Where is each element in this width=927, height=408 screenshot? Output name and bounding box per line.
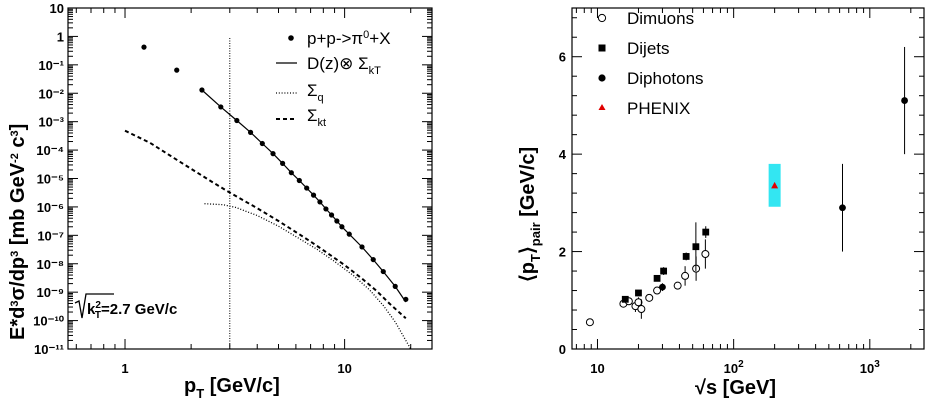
legend-label-sigma-kt: Σkt [307, 106, 326, 129]
dijet-data-point [621, 295, 629, 303]
left-y-tick-label: 10 [50, 1, 64, 16]
pion-data-point [218, 104, 224, 110]
legend-label-phenix: PHENIX [627, 99, 690, 118]
pion-data-point [339, 224, 345, 230]
legend-marker-pion [288, 35, 294, 41]
pion-data-point [392, 283, 398, 289]
dimuon-data-point [645, 293, 654, 302]
left-y-tick-label: 10⁻⁷ [37, 228, 64, 243]
right-y-axis-label: ⟨pT⟩pair [GeV/c] [517, 147, 543, 282]
dijet-data-point [682, 253, 690, 260]
left-plot-frame [67, 7, 433, 350]
pion-data-point [247, 129, 254, 135]
sigma-kt-curve [124, 129, 407, 320]
legend-label-pion: p+p->π0+X [307, 29, 391, 48]
dimuon-data-point [701, 250, 710, 259]
pion-data-point [304, 185, 310, 191]
right-y-tick-label: 6 [559, 50, 566, 65]
dimuon-data-point [634, 298, 643, 307]
left-y-tick-label: 10⁻⁴ [36, 143, 64, 158]
legend-label-fit: D(z)⊗ ΣkT [307, 54, 381, 77]
right-x-tick-label: 103 [860, 359, 880, 376]
pion-data-point [270, 151, 276, 157]
legend-marker-dimuons [597, 13, 607, 23]
left-x-tick-label: 1 [121, 361, 128, 376]
pion-data-point [174, 67, 180, 73]
dimuon-data-point [681, 271, 690, 280]
left-legend: p+p->π0+X D(z)⊗ ΣkT Σq Σkt [276, 29, 391, 129]
left-y-tick-label: 10⁻¹⁰ [33, 314, 65, 329]
left-y-tick-label: 1 [57, 29, 64, 44]
right-legend: Dimuons Dijets Diphotons PHENIX [597, 9, 704, 118]
right-y-tick-label: 2 [559, 245, 566, 260]
legend-label-dimuons: Dimuons [627, 9, 694, 28]
kt-annotation-text: k2 T=2.7 GeV/c [87, 300, 177, 321]
left-chart: 1 10 10 1 10⁻¹ 10⁻² 10⁻³ 10⁻⁴ 10⁻⁵ 10⁻⁶ 10⁻⁷ 10⁻⁸ 10… [7, 1, 433, 401]
left-y-tick-label: 10⁻² [38, 86, 64, 101]
dijet-data-point [702, 228, 710, 236]
pion-data-point [199, 87, 205, 93]
left-x-tick-label: 10 [337, 361, 351, 376]
right-x-axis-label: √s [GeV] [695, 377, 776, 399]
pion-data-point [317, 199, 323, 205]
dimuon-data-point [653, 286, 662, 295]
pion-data-point [380, 268, 386, 275]
legend-label-sigma-q: Σq [307, 81, 324, 104]
right-y-tick-label: 4 [559, 147, 567, 162]
pion-data-point [141, 44, 147, 50]
right-y-tick-label: 0 [559, 342, 566, 357]
left-y-tick-label: 10⁻¹ [38, 58, 64, 73]
pion-data-point [359, 244, 365, 250]
fit-curve [201, 89, 407, 303]
pion-data-point [296, 177, 302, 184]
left-y-tick-label: 10⁻⁸ [37, 257, 64, 272]
left-y-tick-label: 10⁻³ [38, 115, 64, 130]
dimuon-data-point [585, 318, 594, 327]
pion-data-point [334, 218, 340, 224]
dijet-data-point [660, 267, 668, 275]
dimuon-data-point [673, 281, 682, 290]
pion-data-point [328, 212, 335, 218]
dijet-data-point [653, 274, 661, 282]
pion-data-point [403, 296, 409, 302]
dijet-data-point [635, 289, 642, 297]
left-x-axis-label: pT [GeV/c] [184, 375, 280, 401]
sigma-q-curve [204, 203, 412, 350]
pion-data-point [346, 231, 352, 237]
dimuon-data-point [637, 305, 646, 314]
left-y-tick-label: 10⁻⁹ [37, 285, 65, 300]
pion-data-point [288, 170, 294, 176]
pion-data-point [310, 192, 317, 198]
pion-data-point [370, 256, 376, 263]
diphoton-data-point [659, 283, 666, 291]
left-y-axis-label: E*d3σ/dp3 [mb GeV-2 c3] [7, 124, 29, 340]
diphoton-data-point [839, 204, 846, 212]
legend-label-dijets: Dijets [627, 39, 670, 58]
legend-marker-diphotons [598, 74, 606, 82]
pion-data-point [234, 117, 240, 124]
legend-marker-phenix [598, 104, 606, 110]
left-y-tick-label: 10⁻⁶ [37, 200, 64, 215]
right-chart: 10 102 103 0 2 4 6 Dimuons Dijets Diphotons PH… [517, 7, 925, 399]
right-x-tick-label: 102 [724, 359, 744, 376]
sqrt-sign [74, 293, 114, 319]
diphoton-data-point [901, 97, 908, 104]
kt-annotation: k2 T=2.7 GeV/c [74, 293, 177, 321]
dijet-data-point [692, 243, 700, 251]
pion-data-point [259, 140, 265, 147]
right-plot-frame [571, 7, 925, 350]
phenix-data-point [771, 181, 779, 189]
pion-data-point [323, 206, 329, 212]
left-y-tick-label: 10⁻⁵ [37, 172, 64, 187]
legend-marker-dijets [598, 44, 606, 52]
left-y-tick-label: 10⁻¹¹ [34, 342, 64, 357]
legend-label-diphotons: Diphotons [627, 69, 704, 88]
pion-data-point [280, 160, 286, 166]
right-x-tick-label: 10 [590, 361, 604, 376]
